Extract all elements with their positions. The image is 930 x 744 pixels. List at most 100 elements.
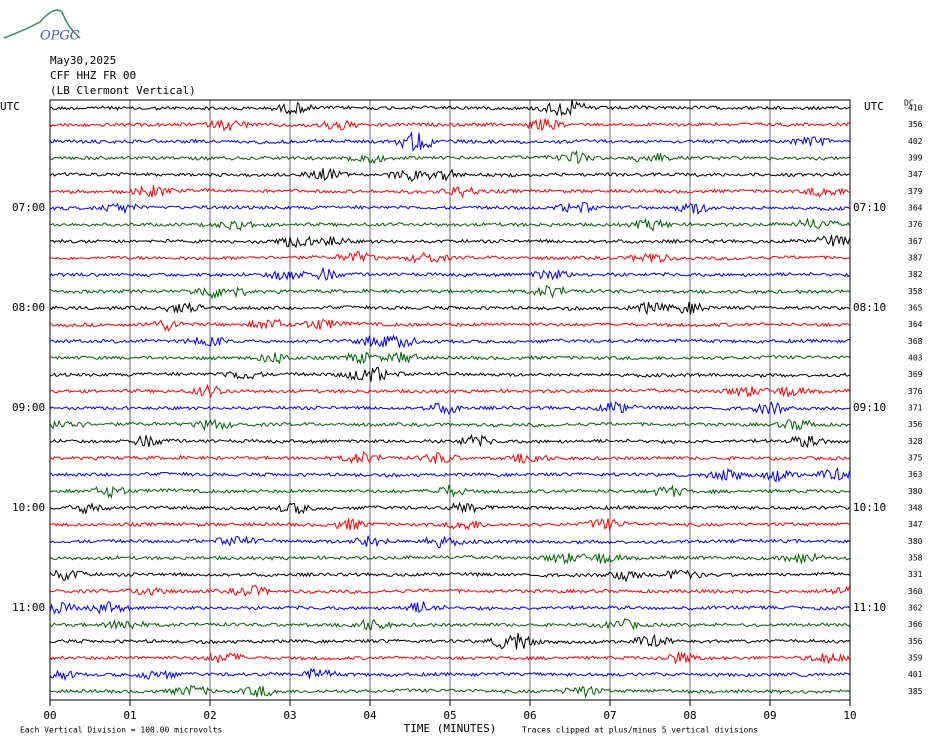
dc-value: 356 — [908, 420, 923, 429]
hour-label: 10:00 — [12, 501, 45, 514]
dc-value: 360 — [908, 587, 923, 596]
x-tick-label: 06 — [523, 709, 536, 722]
dc-value: 364 — [908, 320, 923, 329]
trace — [49, 568, 850, 583]
x-tick-label: 05 — [443, 709, 456, 722]
dc-value: 356 — [908, 637, 923, 646]
dc-value: 382 — [908, 270, 923, 279]
x-tick-label: 02 — [203, 709, 216, 722]
trace — [49, 366, 850, 382]
dc-value: 410 — [908, 104, 923, 113]
hour-label-right: 11:10 — [853, 601, 886, 614]
trace — [49, 334, 850, 349]
dc-value: 402 — [908, 137, 923, 146]
hour-label: 08:00 — [12, 301, 45, 314]
dc-value: 371 — [908, 404, 923, 413]
trace — [49, 99, 850, 117]
hour-label: 11:00 — [12, 601, 45, 614]
trace — [49, 632, 850, 650]
hour-label: 07:00 — [12, 201, 45, 214]
trace — [49, 585, 850, 597]
dc-value: 328 — [908, 437, 923, 446]
dc-value: 359 — [908, 654, 923, 663]
dc-value: 399 — [908, 154, 923, 163]
trace — [49, 501, 850, 515]
dc-value: 379 — [908, 187, 923, 196]
dc-value: 347 — [908, 520, 923, 529]
trace — [49, 383, 850, 399]
dc-value: 368 — [908, 337, 923, 346]
scale-note: Each Vertical Division = 100.00 microvol… — [20, 726, 222, 735]
hour-label-right: 09:10 — [853, 401, 886, 414]
trace — [49, 450, 850, 465]
dc-value: 380 — [908, 487, 923, 496]
x-tick-label: 10 — [843, 709, 856, 722]
trace — [49, 118, 850, 132]
dc-value: 375 — [908, 454, 923, 463]
trace — [49, 301, 850, 316]
trace — [49, 201, 850, 215]
dc-value: 401 — [908, 670, 923, 679]
trace — [49, 318, 850, 332]
trace — [49, 618, 850, 631]
hour-label-right: 07:10 — [853, 201, 886, 214]
logo: OPGC — [40, 29, 80, 44]
dc-value: 362 — [908, 604, 923, 613]
trace — [49, 400, 850, 416]
hour-label: 09:00 — [12, 401, 45, 414]
trace — [49, 185, 850, 199]
dc-value: 403 — [908, 354, 923, 363]
x-tick-label: 01 — [123, 709, 136, 722]
logo-curve — [3, 9, 81, 39]
location: (LB Clermont Vertical) — [50, 84, 196, 97]
trace — [49, 167, 850, 182]
trace — [49, 130, 850, 152]
left-title: UTC — [0, 100, 20, 113]
dc-value: 347 — [908, 170, 923, 179]
x-title: TIME (MINUTES) — [404, 722, 497, 735]
clip-note: Traces clipped at plus/minus 5 vertical … — [522, 726, 758, 735]
trace — [49, 601, 850, 615]
dc-value: 369 — [908, 370, 923, 379]
dc-value: 356 — [908, 120, 923, 129]
trace — [49, 518, 850, 532]
x-tick-label: 09 — [763, 709, 776, 722]
dc-value: 376 — [908, 387, 923, 396]
trace — [49, 266, 850, 281]
dc-value: 387 — [908, 254, 923, 263]
date: May30,2025 — [50, 54, 116, 67]
x-tick-label: 00 — [43, 709, 56, 722]
trace — [49, 150, 850, 165]
dc-value: 380 — [908, 537, 923, 546]
trace — [49, 684, 850, 699]
trace — [49, 433, 850, 449]
trace — [49, 535, 850, 549]
dc-value: 376 — [908, 220, 923, 229]
hour-label-right: 10:10 — [853, 501, 886, 514]
dc-value: 358 — [908, 287, 923, 296]
x-tick-label: 04 — [363, 709, 377, 722]
dc-value: 358 — [908, 554, 923, 563]
dc-value: 385 — [908, 687, 923, 696]
dc-value: 348 — [908, 504, 923, 513]
trace — [49, 234, 850, 249]
dc-value: 366 — [908, 620, 923, 629]
trace — [49, 466, 850, 483]
trace — [49, 284, 850, 300]
trace — [49, 651, 850, 665]
trace — [49, 217, 850, 232]
trace — [49, 552, 850, 565]
dc-value: 367 — [908, 237, 923, 246]
right-title: UTC — [864, 100, 884, 113]
trace — [49, 667, 850, 682]
trace — [49, 351, 850, 365]
x-tick-label: 03 — [283, 709, 296, 722]
dc-title: DC — [904, 99, 914, 108]
hour-label-right: 08:10 — [853, 301, 886, 314]
dc-value: 331 — [908, 570, 923, 579]
dc-value: 365 — [908, 304, 923, 313]
dc-value: 364 — [908, 204, 923, 213]
trace — [49, 484, 850, 500]
